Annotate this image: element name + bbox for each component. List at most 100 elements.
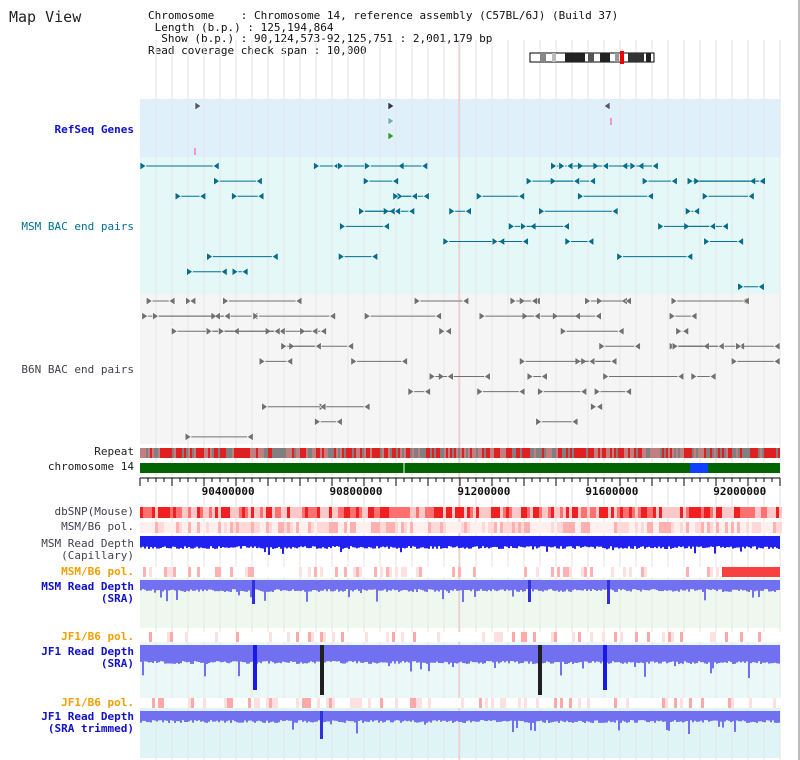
dbsnp-bar [695, 507, 698, 518]
repeat-bar [500, 448, 502, 458]
jf1-pol-bar [350, 632, 353, 642]
jf1-pol2-bar [470, 698, 473, 708]
msm-capillary-depth [446, 536, 448, 549]
msm-pol2-bar [236, 567, 239, 577]
msm-pol2-bar [209, 567, 212, 577]
jf1-sra-depth [468, 645, 470, 664]
dbsnp-bar [335, 507, 338, 518]
msm-capillary-depth [362, 536, 364, 548]
repeat-bar [468, 448, 470, 458]
jf1-pol2-bar [689, 698, 692, 708]
jf1-trimmed-depth [408, 711, 410, 721]
repeat-bar [166, 448, 168, 458]
msm-capillary-depth [406, 536, 408, 548]
msm-capillary-depth [250, 536, 252, 547]
jf1-trimmed-depth [620, 711, 622, 723]
jf1-trimmed-depth [372, 711, 374, 722]
msm-pol-bar [401, 522, 404, 533]
jf1-sra-depth [206, 645, 208, 664]
msm-pol-bar [191, 522, 194, 533]
jf1-pol-bar [776, 632, 779, 642]
jf1-trimmed-depth [552, 711, 554, 723]
jf1-pol2-bar [695, 698, 698, 708]
msm-pol2-bar [314, 567, 317, 577]
jf1-pol-bar [440, 632, 443, 642]
msm-pol2-bar [155, 567, 158, 577]
msm-sra-depth [240, 580, 242, 591]
jf1-pol2-bar [182, 698, 185, 708]
dbsnp-bar [626, 507, 629, 518]
msm-capillary-depth [294, 536, 296, 548]
jf1-trimmed-depth [578, 711, 580, 721]
dbsnp-bar [446, 507, 449, 518]
dbsnp-bar [527, 507, 530, 518]
repeat-bar [170, 448, 172, 458]
jf1-pol2-bar [338, 698, 341, 708]
dbsnp-bar [467, 507, 470, 518]
jf1-pol2-bar [500, 698, 503, 708]
axis-tick-label: 90400000 [201, 485, 255, 498]
jf1-trimmed-depth [442, 711, 444, 721]
jf1-sra-depth [608, 645, 610, 664]
jf1-trimmed-depth [658, 711, 660, 722]
repeat-bar [454, 448, 456, 458]
msm-bac-pair-end [564, 236, 572, 247]
jf1-pol-bar [605, 632, 608, 642]
jf1-trimmed-depth [692, 711, 694, 723]
msm-sra-depth [194, 580, 196, 591]
jf1-trimmed-depth [494, 711, 496, 721]
gene-arrow [603, 101, 611, 111]
msm-capillary-depth [526, 536, 528, 547]
msm-sra-depth [556, 580, 558, 591]
msm-capillary-depth [660, 536, 662, 549]
jf1-trimmed-depth [182, 711, 184, 721]
msm-capillary-depth [190, 536, 192, 549]
msm-sra-depth [680, 580, 682, 590]
msm-pol2-bar [596, 567, 599, 577]
msm-sra-depth [548, 580, 550, 590]
jf1-pol2-bar [455, 698, 458, 708]
jf1-trimmed-depth [570, 711, 572, 723]
msm-sra-depth [270, 580, 272, 592]
jf1-trimmed-depth [518, 711, 520, 721]
msm-capillary-depth [216, 536, 218, 549]
repeat-bar [396, 448, 398, 458]
jf1-pol-bar [365, 632, 368, 642]
repeat-bar [332, 448, 334, 458]
msm-sra-depth [636, 580, 638, 590]
msm-sra-depth [388, 580, 390, 591]
jf1-trimmed-depth [166, 711, 168, 721]
b6n-bac-pair-end [509, 296, 517, 306]
msm-sra-depth [736, 580, 738, 590]
dbsnp-bar [587, 507, 590, 518]
msm-pol-bar [353, 522, 356, 533]
repeat-bar [556, 448, 558, 458]
jf1-sra-depth [760, 645, 762, 664]
repeat-bar [592, 448, 594, 458]
msm-capillary-depth [620, 536, 622, 548]
page-title: Map View [9, 8, 82, 26]
msm-pol2-bar [488, 567, 491, 577]
repeat-bar [762, 448, 764, 458]
msm-pol2-bar [626, 567, 629, 577]
msm-sra-depth [172, 580, 174, 590]
jf1-pol-bar [392, 632, 395, 642]
msm-sra-depth [718, 580, 720, 590]
jf1-pol2-bar [575, 698, 578, 708]
jf1-trimmed-depth [352, 711, 354, 722]
msm-sra-depth [710, 580, 712, 590]
msm-pol-bar [185, 522, 188, 533]
jf1-sra-depth [476, 645, 478, 663]
msm-sra-depth [722, 580, 724, 592]
jf1-pol2-bar [677, 698, 680, 708]
repeat-bar [614, 448, 616, 458]
jf1-trimmed-depth [206, 711, 208, 723]
b6n-bac-pair-end [675, 326, 683, 336]
msm-bac-pair-end [364, 161, 372, 171]
repeat-bar [408, 448, 410, 458]
repeat-bar [528, 448, 530, 458]
dbsnp-bar [563, 507, 566, 518]
jf1-trimmed-depth [434, 711, 436, 721]
msm-pol2-bar [602, 567, 605, 577]
